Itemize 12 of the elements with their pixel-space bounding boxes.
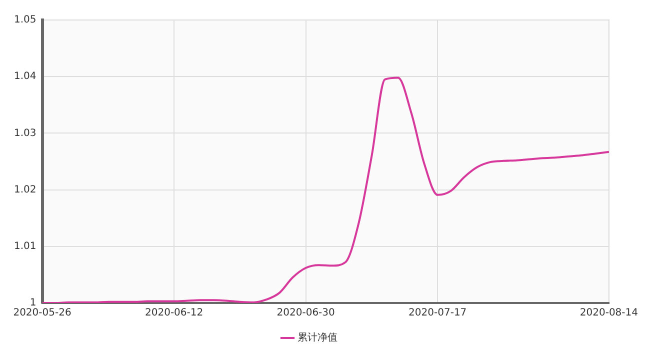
- y-tick-label: 1.03: [14, 128, 36, 139]
- x-tick-label: 2020-06-12: [144, 308, 204, 319]
- y-tick-label: 1.05: [14, 14, 36, 26]
- y-tick-label: 1.04: [14, 71, 36, 82]
- legend-label: 累计净值: [298, 332, 338, 344]
- x-tick-label: 2020-07-17: [408, 308, 467, 319]
- x-tick-label: 2020-08-14: [580, 308, 638, 319]
- x-tick-label: 2020-05-26: [13, 308, 72, 319]
- y-tick-label: 1.02: [14, 184, 36, 196]
- y-tick-label: 1: [30, 298, 36, 309]
- y-tick-label: 1.01: [14, 240, 36, 252]
- x-tick-label: 2020-06-30: [276, 308, 335, 319]
